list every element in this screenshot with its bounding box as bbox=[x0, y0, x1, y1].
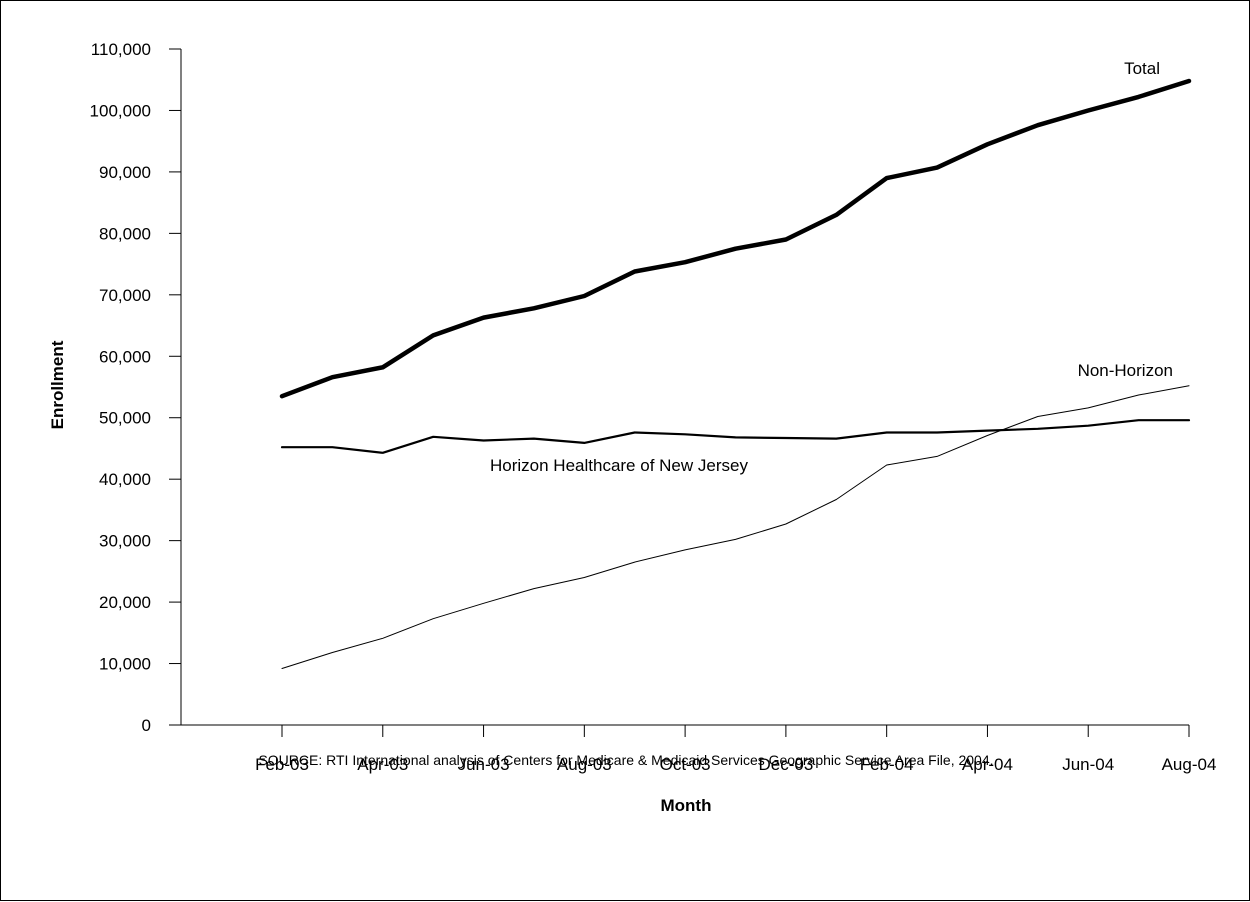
y-tick-label: 100,000 bbox=[90, 101, 151, 120]
x-tick-label: Jun-03 bbox=[458, 755, 510, 774]
source-note: SOURCE: RTI International analysis of Ce… bbox=[258, 752, 994, 768]
y-tick-label: 20,000 bbox=[99, 593, 151, 612]
x-tick-label: Oct-03 bbox=[660, 755, 711, 774]
series-lines bbox=[279, 78, 1192, 669]
series-label-non-horizon: Non-Horizon bbox=[1078, 361, 1173, 380]
series-line-total bbox=[279, 78, 1192, 399]
y-tick-label: 110,000 bbox=[91, 40, 151, 59]
series-label-horizon: Horizon Healthcare of New Jersey bbox=[490, 456, 748, 475]
axes bbox=[180, 49, 1189, 726]
y-tick-label: 10,000 bbox=[99, 655, 151, 674]
y-axis-title: Enrollment bbox=[48, 340, 67, 429]
x-tick-label: Apr-04 bbox=[962, 755, 1013, 774]
x-tick-label: Aug-03 bbox=[557, 755, 612, 774]
series-line-non-horizon bbox=[281, 385, 1190, 669]
y-tick-label: 90,000 bbox=[99, 163, 151, 182]
series-labels: Total Horizon Healthcare of New Jersey Non… bbox=[490, 59, 1173, 475]
x-tick-label: Dec-03 bbox=[758, 755, 813, 774]
x-tick-label: Apr-03 bbox=[357, 755, 408, 774]
series-label-total: Total bbox=[1124, 59, 1160, 78]
x-axis-ticks: Feb-03 Apr-03 Jun-03 Aug-03 Oct-03 Dec-03 Feb-… bbox=[255, 725, 1216, 774]
y-tick-label: 50,000 bbox=[99, 409, 151, 428]
x-tick-label: Feb-03 bbox=[255, 755, 309, 774]
x-axis-title: Month bbox=[661, 796, 712, 815]
y-tick-label: 80,000 bbox=[99, 224, 151, 243]
y-tick-label: 70,000 bbox=[99, 286, 151, 305]
y-tick-label: 30,000 bbox=[99, 532, 151, 551]
x-tick-label: Aug-04 bbox=[1162, 755, 1217, 774]
y-tick-label: 0 bbox=[142, 716, 151, 735]
y-tick-label: 40,000 bbox=[99, 470, 151, 489]
y-tick-label: 60,000 bbox=[99, 347, 151, 366]
x-tick-label: Feb-04 bbox=[860, 755, 914, 774]
x-tick-label: Jun-04 bbox=[1062, 755, 1114, 774]
y-axis-ticks: 0 10,000 20,000 30,000 40,000 50,000 60,000 70,… bbox=[90, 40, 181, 735]
series-line-horizon bbox=[280, 419, 1191, 454]
